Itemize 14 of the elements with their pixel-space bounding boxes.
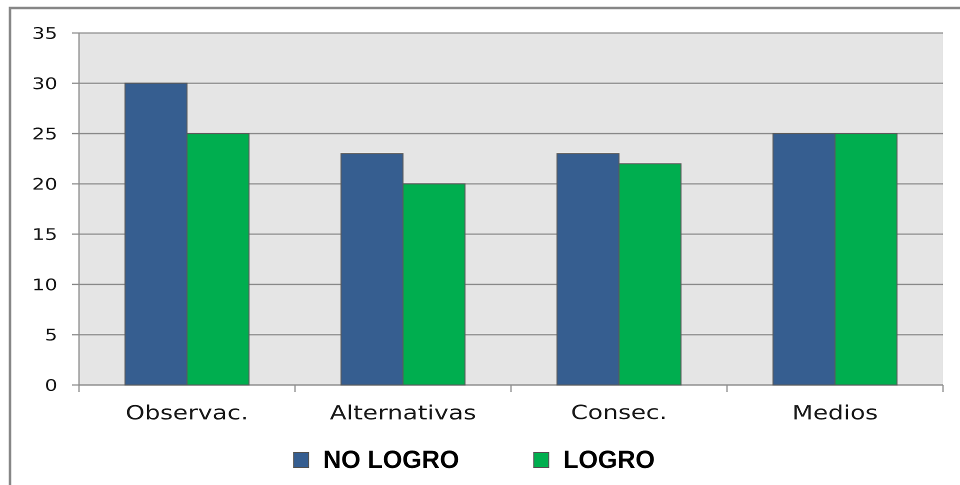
x-tick-label: Consec. [572, 404, 664, 420]
y-tick-label: 20 [33, 178, 56, 190]
y-tick-label: 0 [46, 378, 56, 392]
y-tick-label: 15 [34, 228, 56, 240]
x-tick-label: Observac. [126, 404, 246, 420]
legend-label: NO LOGRO [324, 450, 458, 468]
legend-label: LOGRO [564, 450, 654, 468]
x-tick-label: Alternativas [330, 404, 476, 420]
y-tick-label: 30 [34, 77, 56, 90]
y-tick-label: 5 [46, 328, 56, 341]
x-tick-label: Medios [794, 404, 877, 420]
y-tick-label: 25 [33, 128, 56, 140]
y-tick-label: 10 [34, 278, 56, 290]
y-tick-label: 35 [34, 26, 56, 40]
